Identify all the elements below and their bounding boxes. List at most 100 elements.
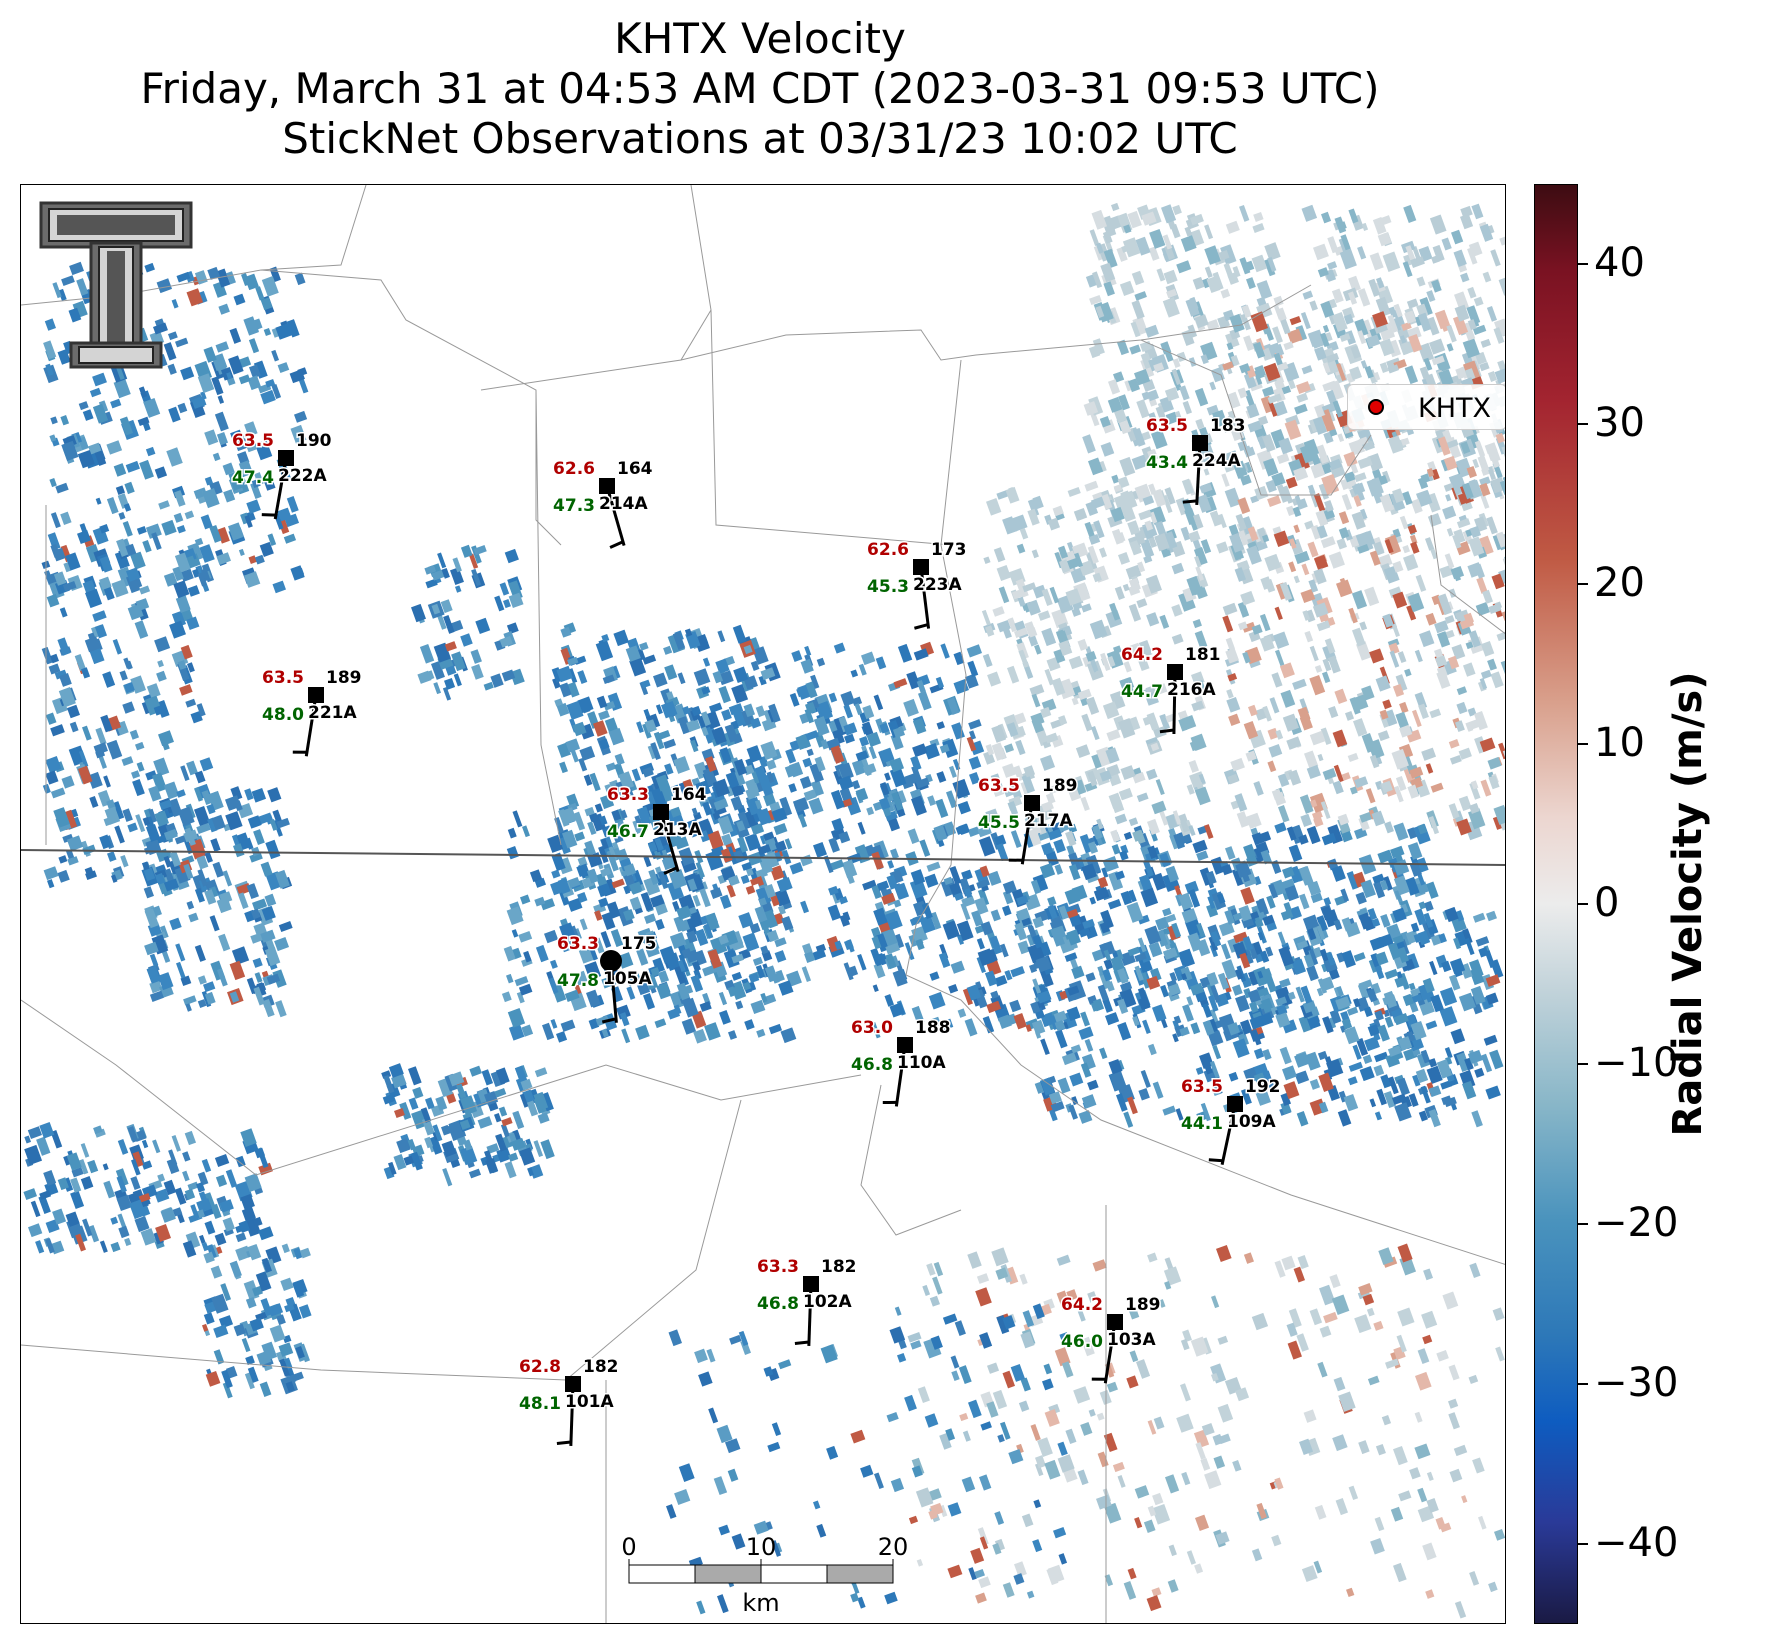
- colorbar-tick-label: −10: [1594, 1040, 1679, 1086]
- station-214A[interactable]: 62.6 164 47.3 214A: [552, 458, 654, 549]
- wind-barb-icon: [659, 811, 680, 875]
- state-line: [21, 849, 1505, 866]
- station-square-marker: [1227, 1096, 1243, 1112]
- colorbar-tick-label: −20: [1594, 1200, 1679, 1246]
- station-temperature: 62.8: [519, 1357, 561, 1377]
- station-wind-direction: 189: [1125, 1295, 1161, 1315]
- station-temperature: 64.2: [1121, 645, 1163, 665]
- scale-label-0: 0: [621, 1533, 636, 1561]
- station-105A[interactable]: 63.3 175 47.8 105A: [556, 933, 658, 1024]
- station-temperature: 63.5: [1181, 1077, 1223, 1097]
- station-wind-direction: 181: [1185, 645, 1221, 665]
- station-circle-marker: [600, 950, 622, 972]
- station-temperature: 63.3: [557, 934, 599, 954]
- wind-barb-icon: [261, 457, 288, 520]
- map-legend: KHTX: [1347, 384, 1505, 430]
- station-wind-direction: 189: [1042, 776, 1078, 796]
- station-dewpoint: 48.1: [519, 1394, 561, 1414]
- colorbar-tick: [1578, 1543, 1588, 1545]
- station-wind-direction: 182: [583, 1357, 619, 1377]
- wind-barb-icon: [292, 694, 318, 757]
- station-square-marker: [653, 804, 669, 820]
- station-square-marker: [897, 1037, 913, 1053]
- station-wind-direction: 164: [617, 459, 653, 479]
- radar-map[interactable]: 63.5 190 47.4 222A 62.6 164 47.3 214A 62.6 173 45.…: [20, 184, 1506, 1624]
- station-wind-direction: 192: [1245, 1077, 1281, 1097]
- station-101A[interactable]: 62.8 182 48.1 101A: [518, 1356, 620, 1447]
- title-line-1: KHTX Velocity: [614, 14, 906, 63]
- station-109A[interactable]: 63.5 192 44.1 109A: [1180, 1076, 1282, 1165]
- station-110A[interactable]: 63.0 188 46.8 110A: [850, 1017, 952, 1107]
- station-224A[interactable]: 63.5 183 43.4 224A: [1145, 415, 1247, 505]
- station-dewpoint: 47.3: [553, 496, 595, 516]
- station-id: 221A: [308, 703, 357, 723]
- county-boundaries: [21, 185, 1505, 1623]
- station-223A[interactable]: 62.6 173 45.3 223A: [866, 539, 968, 630]
- station-wind-direction: 188: [915, 1018, 951, 1038]
- colorbar-tick-label: 20: [1594, 560, 1645, 606]
- colorbar-tick-label: 40: [1594, 240, 1645, 286]
- station-103A[interactable]: 64.2 189 46.0 103A: [1060, 1294, 1162, 1384]
- wind-barb-icon: [1159, 671, 1177, 735]
- station-dewpoint: 47.4: [232, 468, 274, 488]
- station-102A[interactable]: 63.3 182 46.8 102A: [756, 1256, 858, 1347]
- station-213A[interactable]: 63.3 164 46.7 213A: [606, 784, 708, 875]
- station-id: 223A: [913, 575, 962, 595]
- texas-tech-double-t-logo: [39, 201, 193, 369]
- station-216A[interactable]: 64.2 181 44.7 216A: [1120, 644, 1222, 735]
- station-id: 103A: [1107, 1330, 1156, 1350]
- station-dewpoint: 45.3: [867, 577, 909, 597]
- station-wind-direction: 183: [1210, 416, 1246, 436]
- station-id: 213A: [653, 820, 702, 840]
- colorbar-tick: [1578, 743, 1588, 745]
- station-square-marker: [803, 1276, 819, 1292]
- title-line-3: StickNet Observations at 03/31/23 10:02 …: [282, 114, 1238, 163]
- station-temperature: 62.6: [867, 540, 909, 560]
- wind-barb-icon: [556, 1383, 575, 1447]
- station-id: 110A: [897, 1053, 946, 1073]
- station-square-marker: [1024, 795, 1040, 811]
- station-dewpoint: 43.4: [1146, 453, 1188, 473]
- colorbar-tick: [1578, 1223, 1588, 1225]
- velocity-radar-layer: [23, 202, 1505, 1619]
- colorbar-tick-label: 30: [1594, 400, 1645, 446]
- station-wind-direction: 164: [671, 785, 707, 805]
- colorbar-tick: [1578, 1063, 1588, 1065]
- station-temperature: 62.6: [553, 459, 595, 479]
- station-222A[interactable]: 63.5 190 47.4 222A: [231, 430, 333, 520]
- station-temperature: 63.3: [757, 1257, 799, 1277]
- colorbar-tick: [1578, 1383, 1588, 1385]
- colorbar-tick: [1578, 903, 1588, 905]
- station-square-marker: [599, 478, 615, 494]
- station-dewpoint: 44.7: [1121, 682, 1163, 702]
- wind-barb-icon: [605, 485, 626, 549]
- title-line-2: Friday, March 31 at 04:53 AM CDT (2023-0…: [140, 64, 1380, 113]
- colorbar-title: Radial Velocity (m/s): [1665, 671, 1711, 1137]
- station-221A[interactable]: 63.5 189 48.0 221A: [261, 667, 363, 757]
- station-dewpoint: 45.5: [978, 813, 1020, 833]
- station-id: 105A: [603, 969, 652, 989]
- station-wind-direction: 190: [296, 431, 332, 451]
- wind-barb-icon: [1008, 802, 1034, 865]
- station-square-marker: [1192, 435, 1208, 451]
- station-id: 109A: [1227, 1112, 1276, 1132]
- station-square-marker: [565, 1376, 581, 1392]
- wind-barb-icon: [1182, 442, 1202, 505]
- station-id: 102A: [803, 1292, 852, 1312]
- station-dewpoint: 48.0: [262, 705, 304, 725]
- station-wind-direction: 173: [931, 540, 967, 560]
- wind-barb-icon: [914, 566, 931, 630]
- wind-barb-icon: [1091, 1321, 1117, 1384]
- scale-bar: 0 10 20 km: [621, 1533, 908, 1617]
- colorbar-tick-label: −30: [1594, 1360, 1679, 1406]
- station-dewpoint: 44.1: [1181, 1114, 1223, 1134]
- station-temperature: 63.0: [851, 1018, 893, 1038]
- station-id: 101A: [565, 1392, 614, 1412]
- scale-label-10: 10: [746, 1533, 777, 1561]
- colorbar-tick-label: −40: [1594, 1520, 1679, 1566]
- station-217A[interactable]: 63.5 189 45.5 217A: [977, 775, 1079, 865]
- colorbar-tick-label: 0: [1594, 880, 1620, 926]
- station-temperature: 63.5: [978, 776, 1020, 796]
- station-temperature: 63.5: [1146, 416, 1188, 436]
